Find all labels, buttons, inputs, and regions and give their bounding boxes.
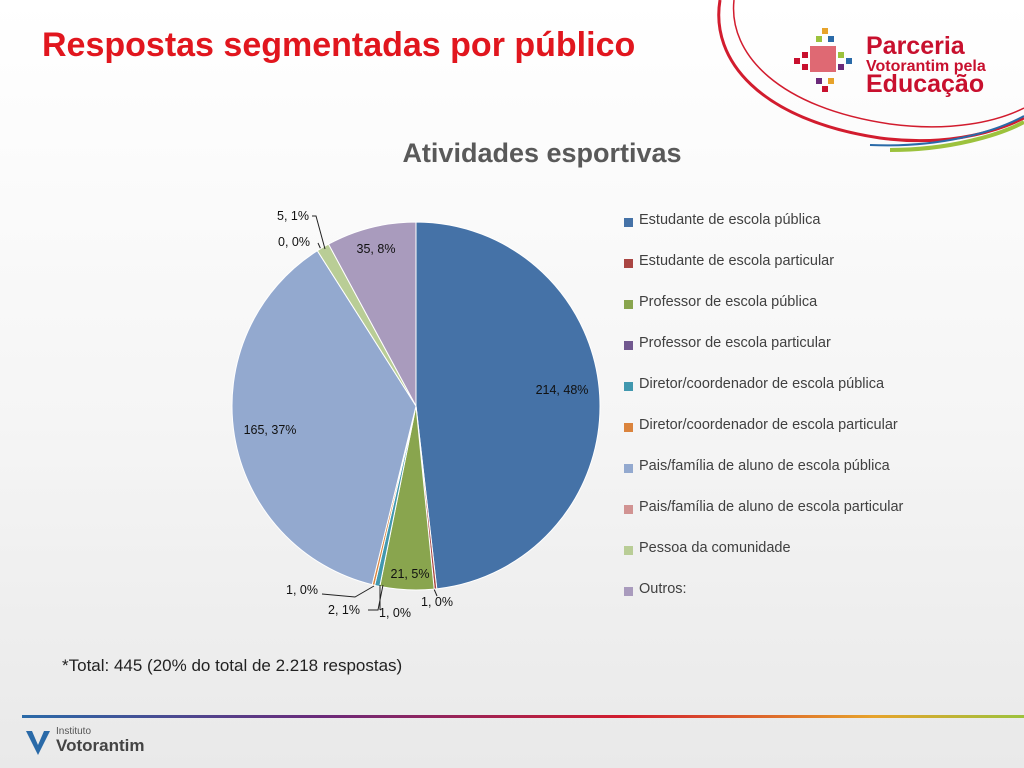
footnote: *Total: 445 (20% do total de 2.218 respo… bbox=[62, 656, 403, 675]
legend-label: Professor de escola particular bbox=[639, 335, 831, 351]
legend-swatch bbox=[624, 300, 633, 309]
data-label: 5, 1% bbox=[277, 209, 309, 223]
data-label: 2, 1% bbox=[328, 603, 360, 617]
data-label: 1, 0% bbox=[421, 595, 453, 609]
footer-brand-big: Votorantim bbox=[56, 736, 145, 755]
data-label: 35, 8% bbox=[357, 242, 396, 256]
legend-swatch bbox=[624, 505, 633, 514]
page-title: Respostas segmentadas por público bbox=[42, 26, 636, 64]
footer-divider bbox=[22, 715, 1024, 718]
data-label: 0, 0% bbox=[278, 235, 310, 249]
footer-brand-small: Instituto bbox=[56, 726, 92, 737]
parceria-logo-icon bbox=[794, 28, 852, 92]
data-label: 21, 5% bbox=[391, 567, 430, 581]
legend-swatch bbox=[624, 382, 633, 391]
legend-label: Pais/família de aluno de escola pública bbox=[639, 458, 890, 474]
data-label: 214, 48% bbox=[536, 383, 589, 397]
legend-swatch bbox=[624, 546, 633, 555]
decorative-swoosh bbox=[717, 0, 1024, 152]
slice-estudante-de-escola-p-blica bbox=[415, 221, 601, 590]
legend-swatch bbox=[624, 464, 633, 473]
label-leader-line bbox=[312, 215, 326, 250]
brand-line2: Votorantim pela bbox=[866, 58, 986, 75]
legend-swatch bbox=[624, 341, 633, 350]
legend-swatch bbox=[624, 259, 633, 268]
label-leader-line bbox=[321, 585, 375, 598]
brand-line1: Parceria bbox=[866, 32, 965, 60]
legend-label: Outros: bbox=[639, 581, 687, 597]
data-label: 165, 37% bbox=[244, 423, 297, 437]
legend-label: Diretor/coordenador de escola particular bbox=[639, 417, 898, 433]
label-leader-line bbox=[433, 588, 438, 597]
legend-label: Professor de escola pública bbox=[639, 294, 818, 310]
brand-line3: Educação bbox=[866, 70, 985, 98]
slice-outros bbox=[327, 221, 417, 407]
legend-swatch bbox=[624, 218, 633, 227]
data-label: 1, 0% bbox=[379, 606, 411, 620]
instituto-votorantim-logo-icon bbox=[26, 731, 50, 755]
chart-title: Atividades esportivas bbox=[402, 138, 682, 168]
legend-label: Pais/família de aluno de escola particul… bbox=[639, 499, 904, 515]
legend-label: Estudante de escola pública bbox=[639, 212, 821, 228]
label-leader-line bbox=[368, 584, 384, 611]
data-label: 1, 0% bbox=[286, 583, 318, 597]
legend-label: Pessoa da comunidade bbox=[639, 540, 791, 556]
legend-label: Diretor/coordenador de escola pública bbox=[639, 376, 885, 392]
legend-swatch bbox=[624, 423, 633, 432]
legend-label: Estudante de escola particular bbox=[639, 253, 835, 269]
legend-swatch bbox=[624, 587, 633, 596]
